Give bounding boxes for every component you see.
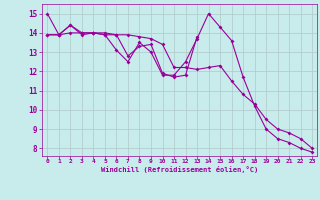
X-axis label: Windchill (Refroidissement éolien,°C): Windchill (Refroidissement éolien,°C)	[100, 166, 258, 173]
